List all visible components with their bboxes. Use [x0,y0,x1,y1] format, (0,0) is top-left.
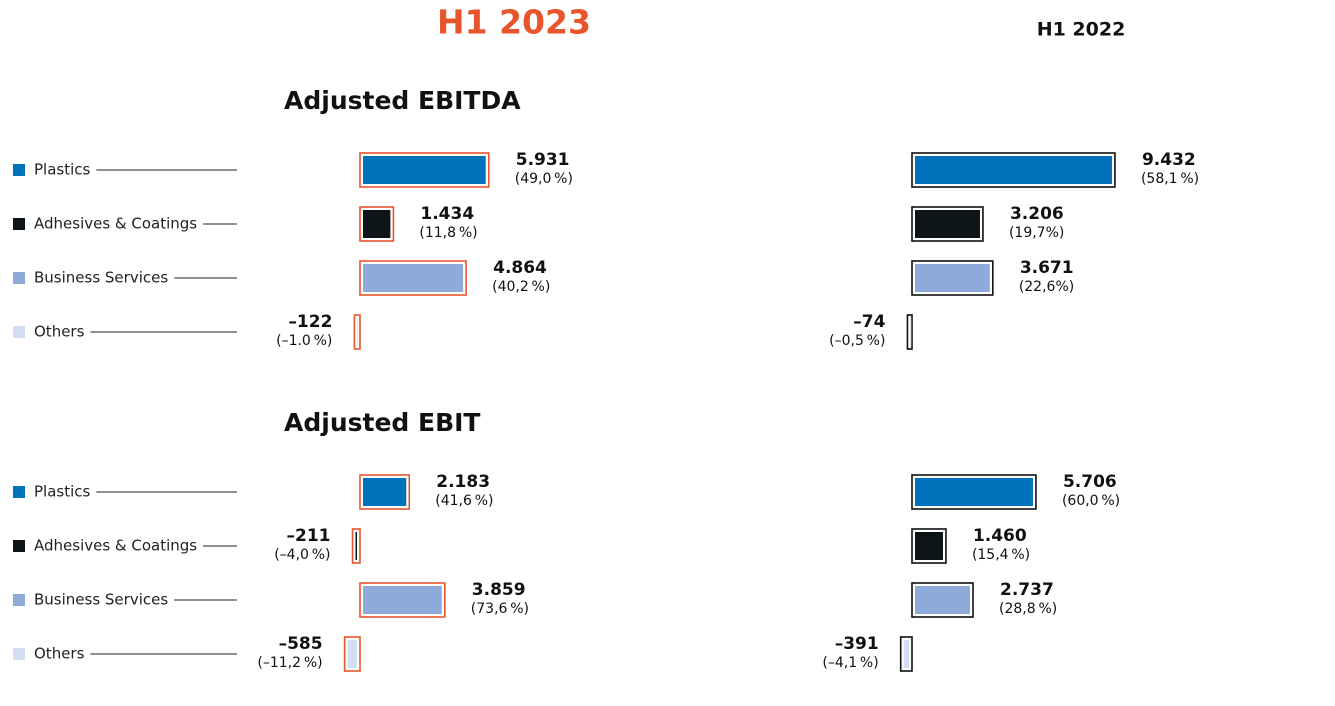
legend-swatch [13,326,25,338]
share-label: (–1.0 %) [276,333,332,349]
share-label: (–11,2 %) [257,655,322,671]
share-label: (49,0 %) [515,171,573,187]
bar-fill [915,532,943,560]
value-label: 5.706 [1063,472,1117,492]
bar [353,314,361,350]
share-label: (11,8 %) [419,225,477,241]
bar-fill [910,318,912,346]
chart-title: Adjusted EBIT [284,408,480,437]
bar-fill [915,586,971,614]
period-header: H1 2022 [1037,19,1126,41]
value-label: –391 [835,634,879,654]
period-header: H1 2023 [437,3,591,42]
legend-label: Others [34,645,85,663]
share-label: (15,4 %) [972,547,1030,563]
bar-fill [363,478,407,506]
share-label: (22,6%) [1019,279,1074,295]
legend-swatch [13,540,25,552]
share-label: (–4,0 %) [274,547,330,563]
bar-fill [357,318,359,346]
share-label: (–4,1 %) [822,655,878,671]
legend-swatch [13,486,25,498]
value-label: –74 [853,312,885,332]
share-label: (40,2 %) [492,279,550,295]
legend-label: Business Services [34,269,168,287]
legend-label: Business Services [34,591,168,609]
legend-swatch [13,648,25,660]
value-label: 5.931 [516,150,570,170]
legend-label: Others [34,323,85,341]
value-label: 1.434 [420,204,474,224]
legend-label: Adhesives & Coatings [34,537,197,555]
bar-fill [363,586,442,614]
chart-title: Adjusted EBITDA [284,86,521,115]
bar-fill [363,210,391,238]
value-label: 2.737 [1000,580,1054,600]
value-label: 1.460 [973,526,1027,546]
bar-fill [903,640,909,668]
share-label: (19,7%) [1009,225,1064,241]
bar-fill [915,264,990,292]
value-label: –211 [287,526,331,546]
value-label: 3.671 [1020,258,1074,278]
bar-fill [363,264,464,292]
bar [906,314,913,350]
legend-label: Adhesives & Coatings [34,215,197,233]
legend-label: Plastics [34,483,91,501]
value-label: 4.864 [493,258,547,278]
share-label: (41,6 %) [435,493,493,509]
legend-swatch [13,594,25,606]
bar-fill [915,156,1112,184]
bar-fill [915,210,980,238]
value-label: 9.432 [1142,150,1196,170]
legend-swatch [13,272,25,284]
value-label: 3.206 [1010,204,1064,224]
value-label: 2.183 [436,472,490,492]
share-label: (60,0 %) [1062,493,1120,509]
value-label: 3.859 [472,580,526,600]
share-label: (28,8 %) [999,601,1057,617]
value-label: –585 [279,634,323,654]
share-label: (–0,5 %) [829,333,885,349]
bar-fill [915,478,1033,506]
share-label: (58,1 %) [1141,171,1199,187]
bar-fill [355,532,357,560]
value-label: –122 [288,312,332,332]
legend-swatch [13,164,25,176]
bar-fill [347,640,357,668]
legend-swatch [13,218,25,230]
legend-label: Plastics [34,161,91,179]
share-label: (73,6 %) [471,601,529,617]
bar-fill [363,156,486,184]
